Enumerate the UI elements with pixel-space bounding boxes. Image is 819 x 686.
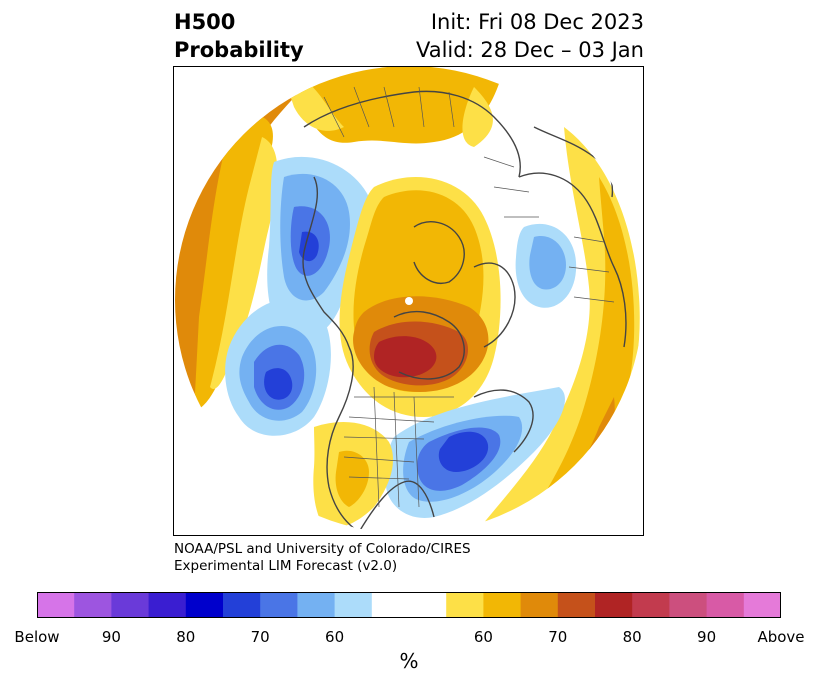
colorbar-swatch — [260, 592, 298, 618]
colorbar-tick-label: 80 — [176, 628, 196, 646]
colorbar-tick-label: 70 — [548, 628, 568, 646]
colorbar-swatch — [37, 592, 75, 618]
borders — [323, 86, 615, 508]
colorbar-swatch — [409, 592, 447, 618]
eastern-us-below-core — [438, 431, 489, 472]
credit-line-1: NOAA/PSL and University of Colorado/CIRE… — [174, 541, 471, 557]
colorbar-tick-label: 60 — [473, 628, 493, 646]
siberia-above — [294, 67, 504, 144]
western-us-above-gold — [335, 450, 369, 507]
init-date: Init: Fri 08 Dec 2023 — [430, 10, 644, 34]
colorbar-swatch — [74, 592, 112, 618]
credit-line-2: Experimental LIM Forecast (v2.0) — [174, 558, 398, 574]
colorbar-tick-label: Below — [14, 628, 60, 646]
colorbar-border — [37, 592, 781, 618]
colorbar-tick-label: 70 — [250, 628, 270, 646]
credit-block: NOAA/PSL and University of Colorado/CIRE… — [174, 541, 471, 575]
colorbar-swatch — [446, 592, 484, 618]
colorbar-swatch — [185, 592, 224, 618]
colorbar-swatch — [334, 592, 373, 618]
pole-marker — [405, 297, 413, 305]
colorbar-swatch — [632, 592, 670, 618]
colorbar-swatch — [595, 592, 633, 618]
pacific-edge-above-yellow — [210, 137, 278, 389]
colorbar-swatch — [557, 592, 596, 618]
colorbar-swatch — [148, 592, 187, 618]
colorbar-swatch — [743, 592, 781, 618]
siberia-above-yellow — [284, 76, 493, 147]
valid-dates: Valid: 28 Dec – 03 Jan — [415, 38, 644, 62]
colorbar — [37, 592, 781, 618]
colorbar-svg — [37, 592, 781, 618]
colorbar-tick-label: Above — [757, 628, 805, 646]
colorbar-swatch — [297, 592, 336, 618]
colorbar-swatch — [669, 592, 708, 618]
probability-map — [173, 66, 644, 536]
colorbar-swatch — [483, 592, 522, 618]
europe-below-mid — [529, 236, 566, 290]
product-title: Probability — [174, 38, 304, 62]
variable-title: H500 — [174, 10, 236, 34]
pacific-below-core — [264, 368, 293, 400]
colorbar-swatch — [706, 592, 745, 618]
colorbar-tick-label: 90 — [101, 628, 121, 646]
colorbar-tick-label: 80 — [622, 628, 642, 646]
coastlines — [302, 90, 627, 533]
colorbar-swatch — [111, 592, 150, 618]
colorbar-swatch — [223, 592, 261, 618]
colorbar-unit: % — [399, 649, 419, 673]
colorbar-tick-label: 90 — [697, 628, 717, 646]
map-svg — [175, 67, 643, 534]
colorbar-swatch — [371, 592, 410, 618]
title-left: H500 Probability — [174, 8, 304, 64]
atlantic-above-rust — [559, 467, 604, 522]
title-right: Init: Fri 08 Dec 2023 Valid: 28 Dec – 03… — [416, 8, 644, 64]
colorbar-swatch — [520, 592, 559, 618]
canada-above-core — [374, 336, 437, 378]
colorbar-tick-label: 60 — [325, 628, 345, 646]
